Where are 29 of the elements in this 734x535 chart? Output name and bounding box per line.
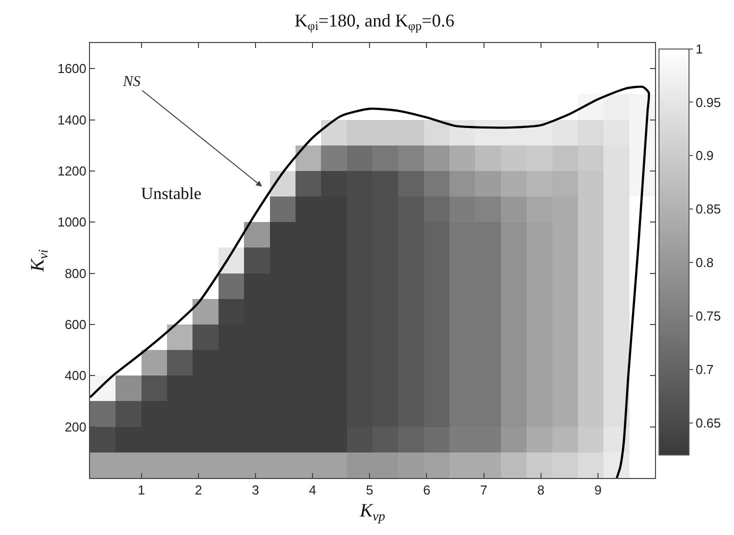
color-bar-label: 1 — [696, 41, 703, 56]
color-bar-label: 0.8 — [696, 255, 714, 270]
y-tick-label: 800 — [64, 266, 86, 281]
y-tick-label: 1400 — [57, 112, 86, 128]
x-tick-label: 2 — [194, 482, 202, 498]
y-tick-label: 600 — [64, 317, 86, 332]
x-tick-label: 8 — [537, 482, 544, 498]
y-tick-label: 1200 — [57, 163, 86, 178]
annotation: NS — [122, 74, 142, 90]
y-tick-label: 200 — [64, 419, 86, 434]
color-bar-label: 0.95 — [696, 94, 721, 110]
y-tick-label: 400 — [64, 368, 86, 384]
x-tick-label: 5 — [366, 482, 374, 498]
y-tick-label: 1600 — [57, 61, 86, 76]
x-tick-label: 4 — [308, 482, 316, 498]
x-tick-label: 1 — [138, 482, 145, 498]
color-bar-label: 0.65 — [696, 415, 721, 430]
color-bar-label: 0.85 — [696, 202, 721, 217]
x-tick-label: 7 — [480, 482, 488, 498]
chart-title: K$_{φi}$=180, and K$_{φp}$=0.6 — [294, 10, 454, 34]
x-tick-label: 6 — [423, 482, 430, 498]
x-tick-label: 9 — [594, 482, 602, 498]
color-bar-label: 0.9 — [696, 148, 714, 164]
color-bar-label: 0.75 — [696, 308, 721, 324]
annotation: Unstable — [141, 184, 202, 203]
x-axis-title: K$_{vp}$ — [358, 500, 386, 524]
x-tick-label: 3 — [252, 482, 260, 498]
color-bar-label: 0.7 — [696, 362, 714, 377]
y-tick-label: 1000 — [57, 214, 86, 230]
